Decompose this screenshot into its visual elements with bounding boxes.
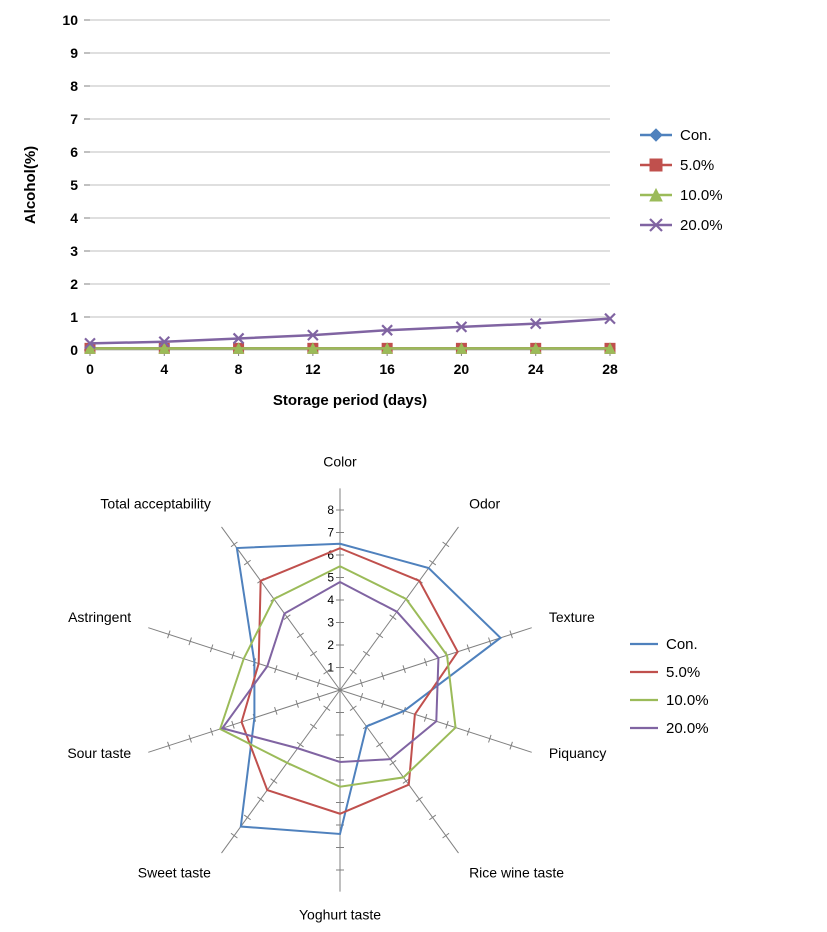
radar-axis-label: Color [323, 453, 357, 469]
x-tick-label: 28 [602, 361, 618, 377]
radar-axis-label: Odor [469, 495, 500, 511]
x-tick-label: 12 [305, 361, 321, 377]
x-tick-label: 16 [379, 361, 395, 377]
y-tick-label: 8 [70, 78, 78, 94]
line-chart: 0481216202428012345678910Storage period … [0, 0, 827, 430]
legend-label: 20.0% [666, 720, 709, 737]
legend-label: 10.0% [666, 692, 709, 709]
x-tick-label: 8 [235, 361, 243, 377]
y-tick-label: 5 [70, 177, 78, 193]
radar-tick-label: 1 [327, 661, 334, 675]
x-tick-label: 4 [160, 361, 168, 377]
y-tick-label: 1 [70, 309, 78, 325]
radar-tick-label: 4 [327, 593, 334, 607]
radar-axis-label: Sour taste [67, 745, 131, 761]
y-tick-label: 7 [70, 111, 78, 127]
y-tick-label: 6 [70, 144, 78, 160]
legend-label: Con. [680, 127, 712, 144]
radar-axis-label: Astringent [68, 609, 131, 625]
radar-axis-label: Sweet taste [138, 865, 211, 881]
legend-label: 5.0% [666, 664, 700, 681]
radar-axis-label: Yoghurt taste [299, 907, 381, 923]
legend-label: 10.0% [680, 187, 723, 204]
y-tick-label: 3 [70, 243, 78, 259]
radar-axis-label: Texture [549, 609, 595, 625]
x-tick-label: 24 [528, 361, 544, 377]
x-tick-label: 0 [86, 361, 94, 377]
y-tick-label: 10 [62, 12, 78, 28]
radar-tick-label: 3 [327, 616, 334, 630]
y-tick-label: 0 [70, 342, 78, 358]
legend-label: 20.0% [680, 217, 723, 234]
radar-tick-label: 8 [327, 503, 334, 517]
legend-label: Con. [666, 636, 698, 653]
y-axis-label: Alcohol(%) [22, 146, 39, 224]
radar-chart: 12345678ColorOdorTexturePiquancyRice win… [0, 430, 827, 930]
y-tick-label: 2 [70, 276, 78, 292]
radar-tick-label: 2 [327, 638, 334, 652]
legend-label: 5.0% [680, 157, 714, 174]
page-container: 0481216202428012345678910Storage period … [0, 0, 827, 932]
y-tick-label: 4 [70, 210, 78, 226]
radar-axis-label: Rice wine taste [469, 865, 564, 881]
y-tick-label: 9 [70, 45, 78, 61]
x-axis-label: Storage period (days) [273, 392, 427, 409]
radar-axis-label: Piquancy [549, 745, 607, 761]
x-tick-label: 20 [454, 361, 470, 377]
radar-series [237, 544, 501, 834]
radar-tick-label: 7 [327, 526, 334, 540]
radar-axis-label: Total acceptability [100, 495, 211, 511]
